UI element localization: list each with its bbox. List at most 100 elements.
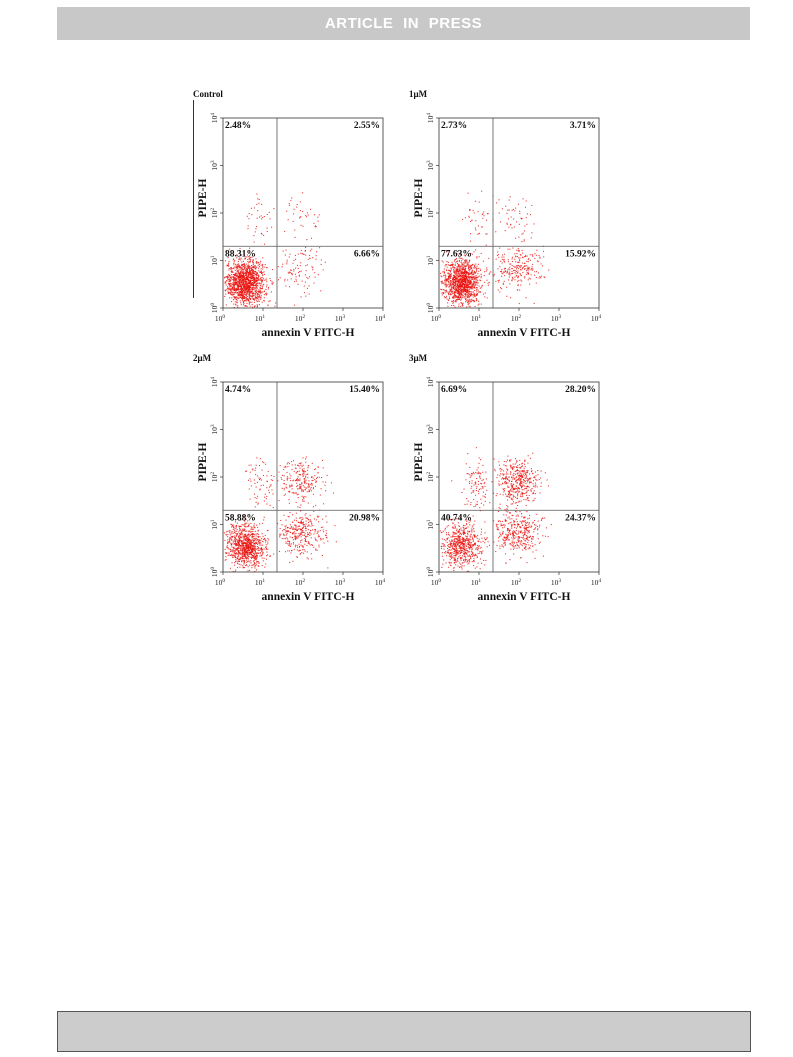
event-dot [539,276,541,278]
event-dot [252,550,254,552]
event-dot [223,532,225,534]
event-dot [296,206,298,208]
event-dot [258,202,260,204]
event-dot [301,280,303,282]
event-dot [475,249,477,251]
event-dot [293,493,295,495]
y-axis-title: PIPE-H [197,178,209,217]
event-dot [306,491,308,493]
event-dot [306,264,308,266]
event-dot [452,286,454,288]
event-dot [315,258,317,260]
event-dot [227,264,230,266]
event-dot [248,544,250,546]
event-dot [473,555,475,557]
event-dot [315,226,317,228]
event-dot [460,278,462,280]
event-dot [229,288,231,290]
event-dot [535,282,537,284]
event-dot [236,289,238,291]
event-dot [441,294,443,296]
event-dot [465,273,467,275]
event-dot [300,484,302,486]
event-dot [515,255,517,257]
event-dot [234,297,237,299]
event-dot [250,301,252,303]
event-dot [251,269,253,271]
event-dot [245,284,247,286]
event-dot [241,278,243,280]
event-dot [458,303,460,305]
event-dot [467,534,469,536]
event-dot [299,483,301,485]
event-dot [468,538,470,540]
event-dot [517,280,519,282]
event-dot [249,291,251,293]
event-dot [458,295,460,297]
event-dot [468,292,470,294]
event-dot [235,548,237,550]
event-dot [244,264,246,266]
event-dot [461,291,463,294]
event-dot [231,536,233,538]
event-dot [245,286,247,288]
event-dot [526,260,528,262]
event-dot [441,260,443,262]
event-dot [254,530,256,532]
event-dot [240,296,242,298]
event-dot [246,291,248,293]
event-dot [514,279,516,281]
event-dot [456,260,459,262]
event-dot [467,301,469,303]
event-dot [239,293,241,295]
event-dot [301,489,303,491]
event-dot [302,552,305,554]
event-dot [326,474,328,476]
event-dot [243,288,245,290]
event-dot [246,295,248,298]
event-dot [239,295,241,297]
event-dot [230,278,232,280]
event-dot [242,276,244,278]
event-dot [234,536,236,539]
event-dot [460,533,462,535]
event-dot [447,552,449,554]
event-dot [503,280,505,282]
event-dot [253,299,255,301]
event-dot [254,305,256,307]
event-dot [535,254,537,256]
event-dot [234,273,236,275]
event-dot [239,266,241,268]
event-dot [262,263,264,266]
event-dot [262,268,264,270]
event-dot [244,282,247,284]
event-dot [493,275,495,277]
event-dot [305,496,307,498]
event-dot [252,261,254,263]
event-dot [294,492,297,494]
event-dot [244,533,246,535]
event-dot [295,524,297,526]
event-dot [474,267,476,269]
event-dot [249,561,251,563]
event-dot [298,465,300,467]
event-dot [520,275,522,277]
event-dot [255,225,258,228]
event-dot [457,262,459,265]
event-dot [245,549,247,551]
event-dot [240,257,242,259]
event-dot [295,533,297,535]
event-dot [302,526,304,529]
event-dot [465,275,467,277]
quadrant-lower-left-label: 77.63% [441,249,472,259]
event-dot [443,289,445,291]
event-dot [243,267,245,269]
event-dot [244,291,246,293]
event-dot [310,237,313,239]
event-dot [260,277,262,279]
event-dot [247,262,250,264]
event-dot [284,493,286,495]
event-dot [291,488,293,490]
event-dot [455,269,457,271]
event-dot [264,537,266,539]
